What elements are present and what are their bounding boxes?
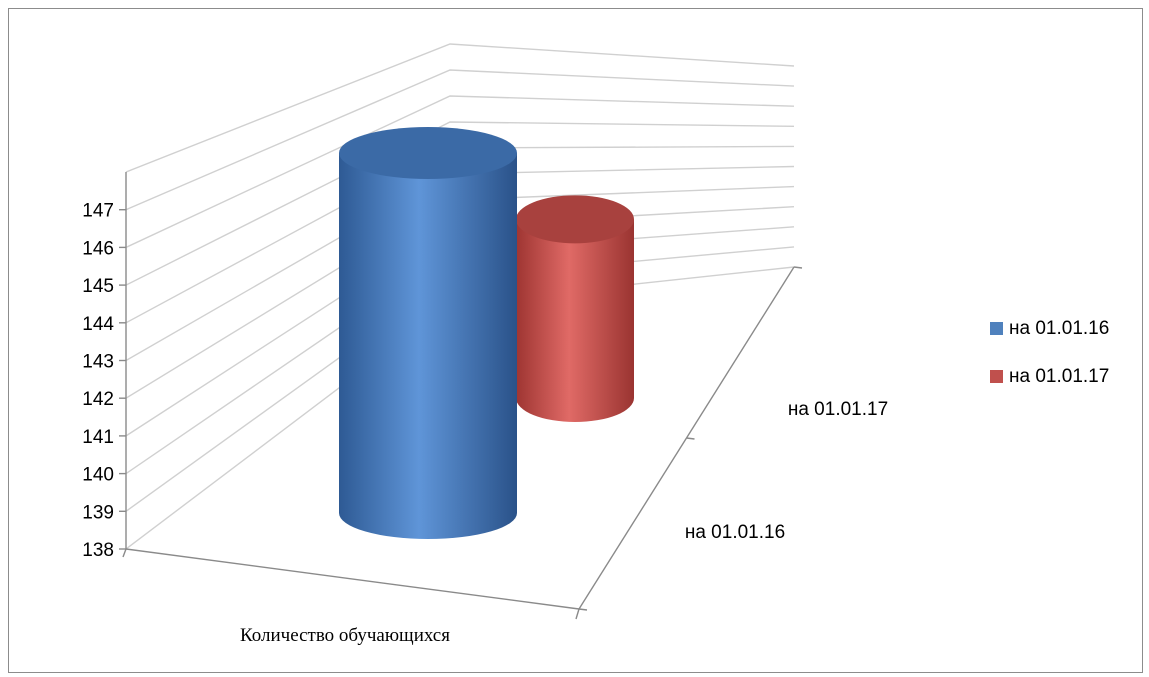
- y-tick-label: 138: [82, 540, 114, 561]
- bars-layer: [339, 127, 634, 539]
- bar-cylinder-top: [339, 127, 517, 179]
- chart-area: 138 139 140 141 142 143 144 145 146 147 Количество…: [8, 8, 1143, 673]
- legend: на 01.01.16 на 01.01.17: [990, 318, 1109, 387]
- y-tick-label: 144: [82, 314, 114, 335]
- bar-cylinder-body: [339, 153, 517, 539]
- gridline: [125, 43, 795, 173]
- depth-tick-mark: [578, 608, 588, 611]
- depth-label: на 01.01.17: [788, 399, 888, 420]
- legend-swatch: [990, 322, 1003, 335]
- y-tick-label: 139: [82, 502, 114, 523]
- x-axis-line: [125, 548, 580, 610]
- gridline: [125, 95, 795, 249]
- y-tick-label: 142: [82, 389, 114, 410]
- depth-tick-mark: [686, 437, 695, 440]
- x-tick-mark: [122, 548, 127, 558]
- legend-swatch: [990, 370, 1003, 383]
- legend-label: на 01.01.16: [1009, 318, 1109, 339]
- gridline: [125, 69, 795, 211]
- y-tick-label: 145: [82, 276, 114, 297]
- y-tick-label: 147: [82, 201, 114, 222]
- depth-tick-mark: [793, 266, 803, 269]
- bar-cylinder-body: [516, 219, 634, 422]
- x-tick-mark: [575, 608, 580, 620]
- chart-svg: 138 139 140 141 142 143 144 145 146 147 Количество…: [82, 43, 1109, 646]
- y-tick-label: 141: [82, 427, 114, 448]
- axis-layer: [119, 172, 803, 620]
- legend-label: на 01.01.17: [1009, 366, 1109, 387]
- bar-cylinder-top: [516, 195, 634, 244]
- depth-label: на 01.01.16: [685, 522, 785, 543]
- gridline: [125, 121, 795, 286]
- category-label: Количество обучающихся: [240, 625, 450, 646]
- y-tick-label: 146: [82, 238, 114, 259]
- y-tick-label: 143: [82, 352, 114, 373]
- label-layer: 138 139 140 141 142 143 144 145 146 147 Количество…: [82, 201, 888, 646]
- y-tick-label: 140: [82, 465, 114, 486]
